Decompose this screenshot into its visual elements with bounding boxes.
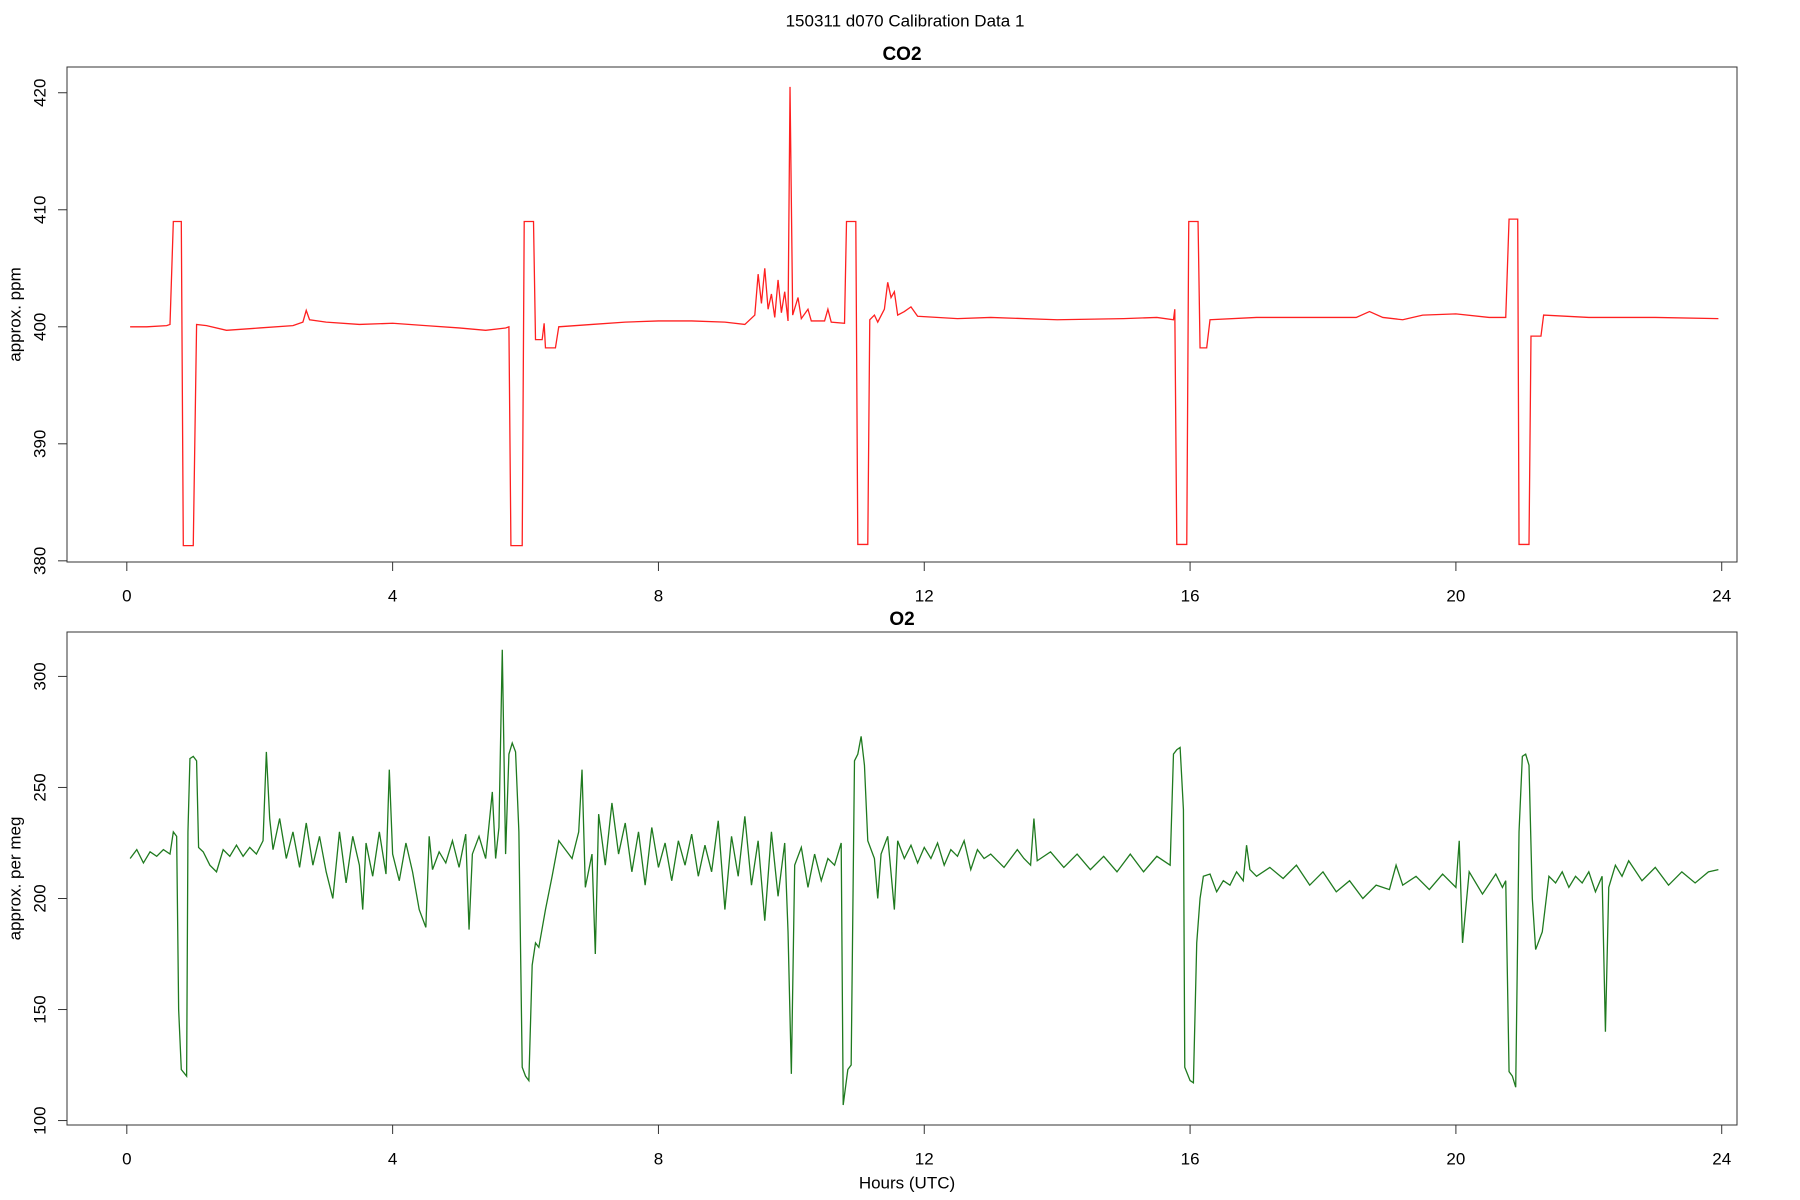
- x-tick-label: 16: [1181, 586, 1200, 605]
- panel-title: CO2: [882, 44, 921, 65]
- y-tick-label: 200: [30, 884, 49, 912]
- data-line: [130, 86, 1719, 547]
- x-tick-label: 16: [1181, 1149, 1200, 1168]
- plot-frame: [66, 66, 1738, 563]
- x-tick-label: 0: [122, 1149, 131, 1168]
- y-axis-label: approx. ppm: [5, 267, 24, 362]
- y-tick-label: 100: [30, 1106, 49, 1134]
- y-tick-label: 410: [30, 196, 49, 224]
- x-tick-label: 20: [1446, 1149, 1465, 1168]
- panel-title: O2: [889, 609, 914, 630]
- x-tick-label: 24: [1712, 586, 1731, 605]
- plot-frame: [66, 631, 1738, 1126]
- y-tick-label: 400: [30, 313, 49, 341]
- x-tick-label: 0: [122, 586, 131, 605]
- y-tick-label: 250: [30, 773, 49, 801]
- x-tick-label: 8: [654, 1149, 663, 1168]
- x-tick-label: 12: [915, 1149, 934, 1168]
- figure-title: 150311 d070 Calibration Data 1: [786, 11, 1025, 30]
- y-tick-label: 380: [30, 547, 49, 575]
- y-tick-label: 150: [30, 995, 49, 1023]
- y-tick-label: 300: [30, 662, 49, 690]
- y-tick-label: 420: [30, 79, 49, 107]
- x-tick-label: 8: [654, 586, 663, 605]
- y-tick-label: 390: [30, 430, 49, 458]
- y-axis-label: approx. per meg: [5, 817, 24, 941]
- x-tick-label: 20: [1446, 586, 1465, 605]
- data-line: [129, 649, 1719, 1106]
- x-tick-label: 24: [1712, 1149, 1731, 1168]
- x-tick-label: 4: [388, 1149, 397, 1168]
- x-tick-label: 12: [915, 586, 934, 605]
- x-axis-label: Hours (UTC): [859, 1173, 955, 1192]
- x-tick-label: 4: [388, 586, 397, 605]
